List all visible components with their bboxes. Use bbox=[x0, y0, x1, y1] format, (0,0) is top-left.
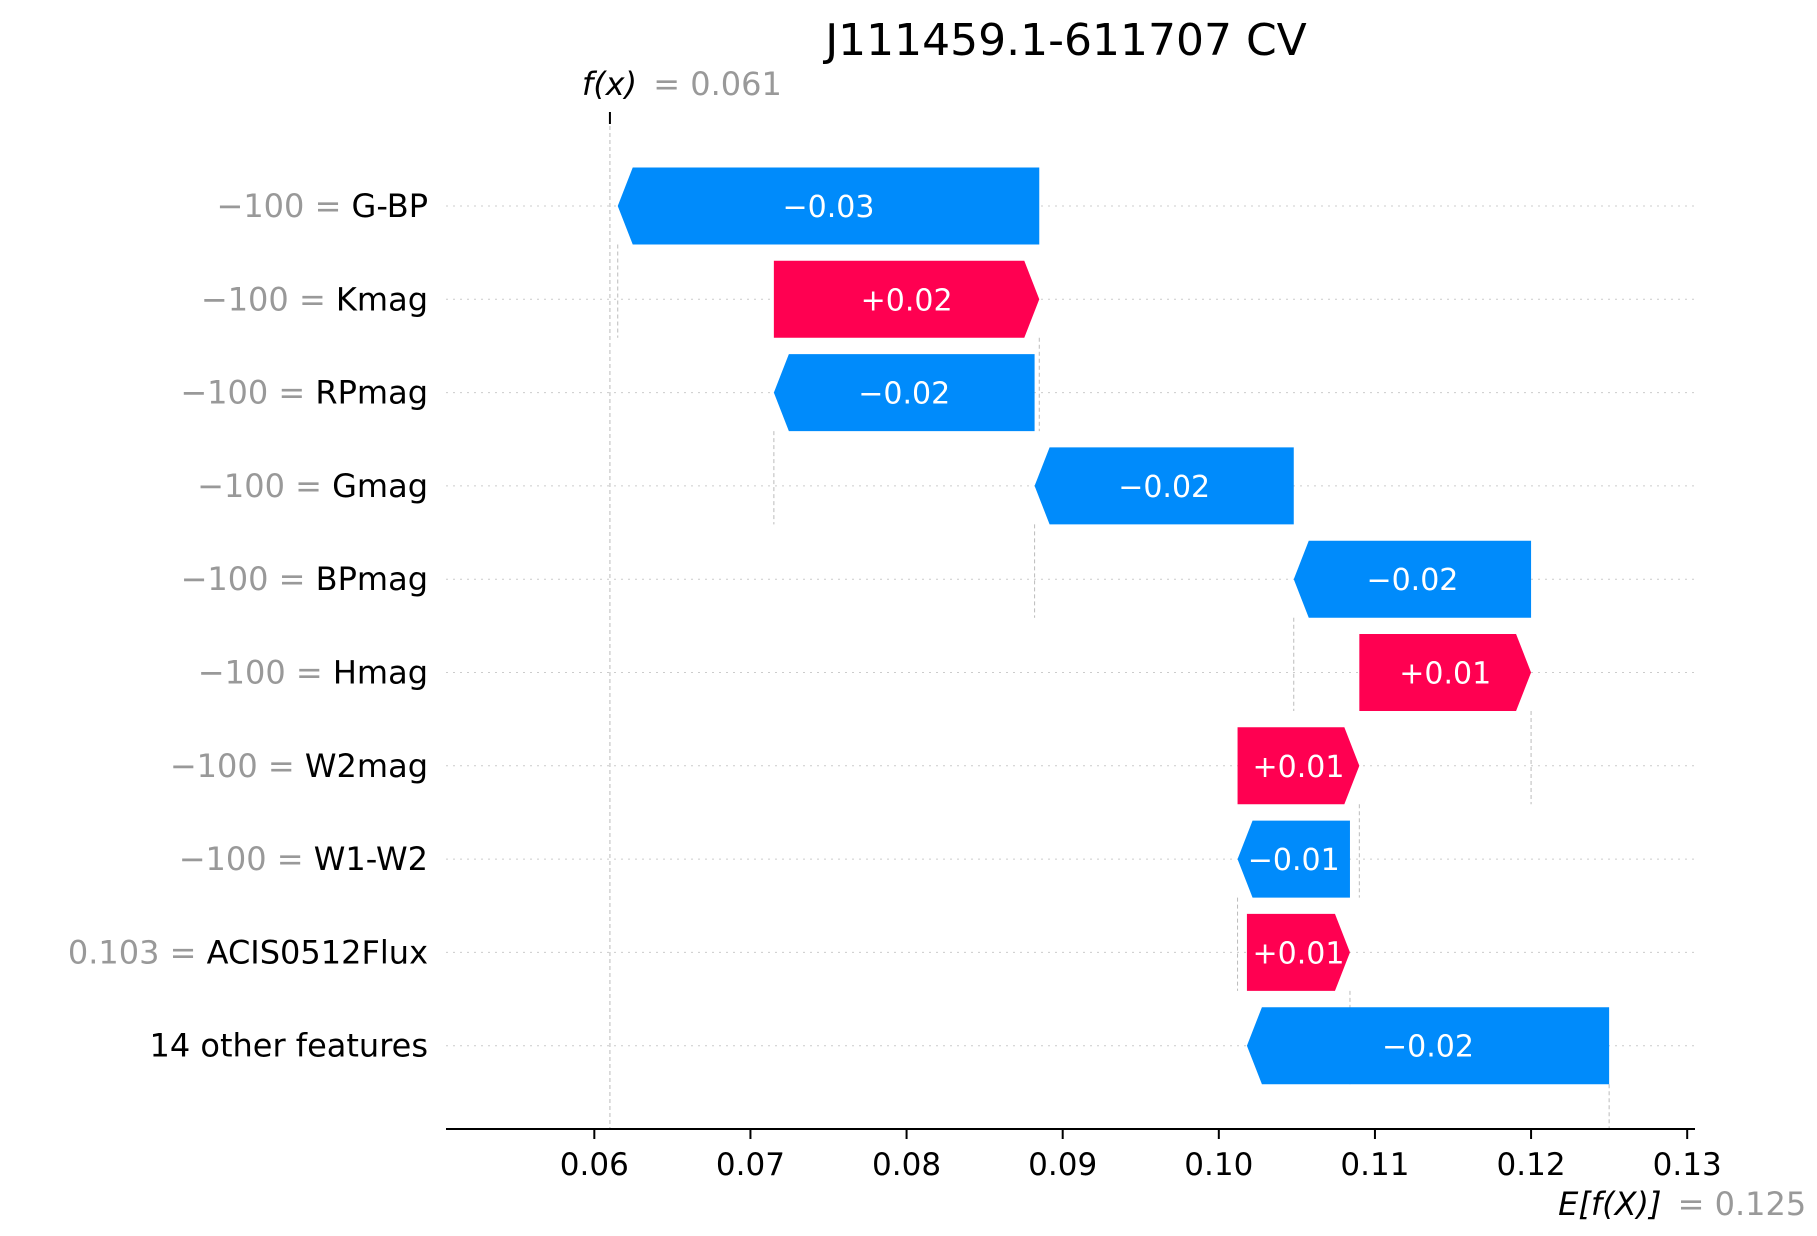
bar-value-label: −0.02 bbox=[1366, 563, 1458, 598]
bar-value-label: +0.01 bbox=[1399, 657, 1491, 692]
x-tick-label: 0.12 bbox=[1497, 1147, 1566, 1183]
fx-marker: f(x) = 0.061 bbox=[582, 65, 782, 124]
bar-value-label: −0.02 bbox=[858, 377, 950, 412]
x-axis: 0.06 0.07 0.08 0.09 0.10 0.11 0.12 0.13 bbox=[446, 1128, 1722, 1183]
contribution-labels: −0.03 +0.02 −0.02 −0.02 −0.02 +0.01 +0.01 −0.01… bbox=[783, 190, 1492, 1065]
x-tick-label: 0.06 bbox=[560, 1147, 629, 1183]
feature-value: −100 = bbox=[170, 747, 305, 785]
x-tick-label: 0.11 bbox=[1340, 1147, 1409, 1183]
feature-value: −100 = bbox=[179, 840, 314, 878]
row-gridlines bbox=[446, 205, 1695, 1047]
feature-value: −100 = bbox=[180, 374, 315, 412]
feature-value: −100 = bbox=[201, 280, 336, 318]
bar-value-label: +0.01 bbox=[1252, 750, 1344, 785]
feature-name: Kmag bbox=[336, 280, 428, 318]
efx-marker: E[f(X)] = 0.125 bbox=[1558, 1185, 1806, 1223]
contribution-bars bbox=[617, 167, 1610, 1085]
feature-name: 14 other features bbox=[149, 1027, 428, 1065]
bar-value-label: −0.01 bbox=[1248, 843, 1340, 878]
feature-labels: −100 = G-BP−100 = Kmag−100 = RPmag−100 =… bbox=[68, 187, 428, 1065]
connector-lines bbox=[609, 112, 1610, 1129]
feature-label: 0.103 = ACIS0512Flux bbox=[68, 933, 428, 971]
feature-label: −100 = RPmag bbox=[180, 374, 428, 412]
x-tick-label: 0.07 bbox=[716, 1147, 785, 1183]
feature-name: G-BP bbox=[352, 187, 428, 225]
feature-name: W1-W2 bbox=[314, 840, 428, 878]
feature-name: W2mag bbox=[305, 747, 428, 785]
feature-label: −100 = W2mag bbox=[170, 747, 428, 785]
bar-value-label: +0.02 bbox=[861, 283, 953, 318]
feature-label: −100 = Hmag bbox=[198, 654, 428, 692]
negative-bar bbox=[773, 354, 1035, 432]
chart-title: J111459.1-611707 CV bbox=[822, 15, 1307, 66]
bar-value-label: +0.01 bbox=[1252, 936, 1344, 971]
negative-bar bbox=[1237, 820, 1350, 898]
negative-bar bbox=[617, 167, 1040, 245]
efx-annotation: E[f(X)] = 0.125 bbox=[1558, 1185, 1806, 1223]
x-tick-label: 0.13 bbox=[1653, 1147, 1722, 1183]
positive-bar bbox=[1359, 634, 1532, 711]
negative-bar bbox=[1246, 1007, 1610, 1085]
fx-value: = 0.061 bbox=[653, 65, 782, 103]
feature-label: 14 other features bbox=[149, 1027, 428, 1065]
feature-value: −100 = bbox=[197, 467, 332, 505]
x-axis-ticks: 0.06 0.07 0.08 0.09 0.10 0.11 0.12 0.13 bbox=[560, 1129, 1722, 1183]
positive-bar bbox=[1237, 727, 1360, 805]
feature-name: Hmag bbox=[333, 654, 428, 692]
positive-bar bbox=[773, 260, 1040, 338]
feature-label: −100 = Gmag bbox=[197, 467, 428, 505]
bar-value-label: −0.03 bbox=[783, 190, 875, 225]
feature-value: −100 = bbox=[217, 187, 352, 225]
negative-bar bbox=[1293, 540, 1532, 618]
x-tick-label: 0.09 bbox=[1028, 1147, 1097, 1183]
feature-label: −100 = BPmag bbox=[181, 560, 428, 598]
feature-label: −100 = Kmag bbox=[201, 280, 428, 318]
efx-value: = 0.125 bbox=[1678, 1185, 1807, 1223]
feature-name: ACIS0512Flux bbox=[207, 933, 428, 971]
feature-name: Gmag bbox=[332, 467, 428, 505]
bar-value-label: −0.02 bbox=[1382, 1030, 1474, 1065]
feature-label: −100 = W1-W2 bbox=[179, 840, 428, 878]
feature-label: −100 = G-BP bbox=[217, 187, 429, 225]
bar-value-label: −0.02 bbox=[1118, 470, 1210, 505]
x-tick-label: 0.08 bbox=[872, 1147, 941, 1183]
negative-bar bbox=[1034, 447, 1294, 525]
feature-name: BPmag bbox=[316, 560, 428, 598]
fx-annotation: f(x) = 0.061 bbox=[582, 65, 782, 103]
feature-value: −100 = bbox=[198, 654, 333, 692]
positive-bar bbox=[1246, 913, 1350, 991]
x-tick-label: 0.10 bbox=[1184, 1147, 1253, 1183]
efx-label: E[f(X)] bbox=[1558, 1185, 1661, 1223]
feature-value: −100 = bbox=[181, 560, 316, 598]
feature-name: RPmag bbox=[315, 374, 428, 412]
fx-label: f(x) bbox=[582, 65, 637, 103]
feature-value: 0.103 = bbox=[68, 933, 207, 971]
